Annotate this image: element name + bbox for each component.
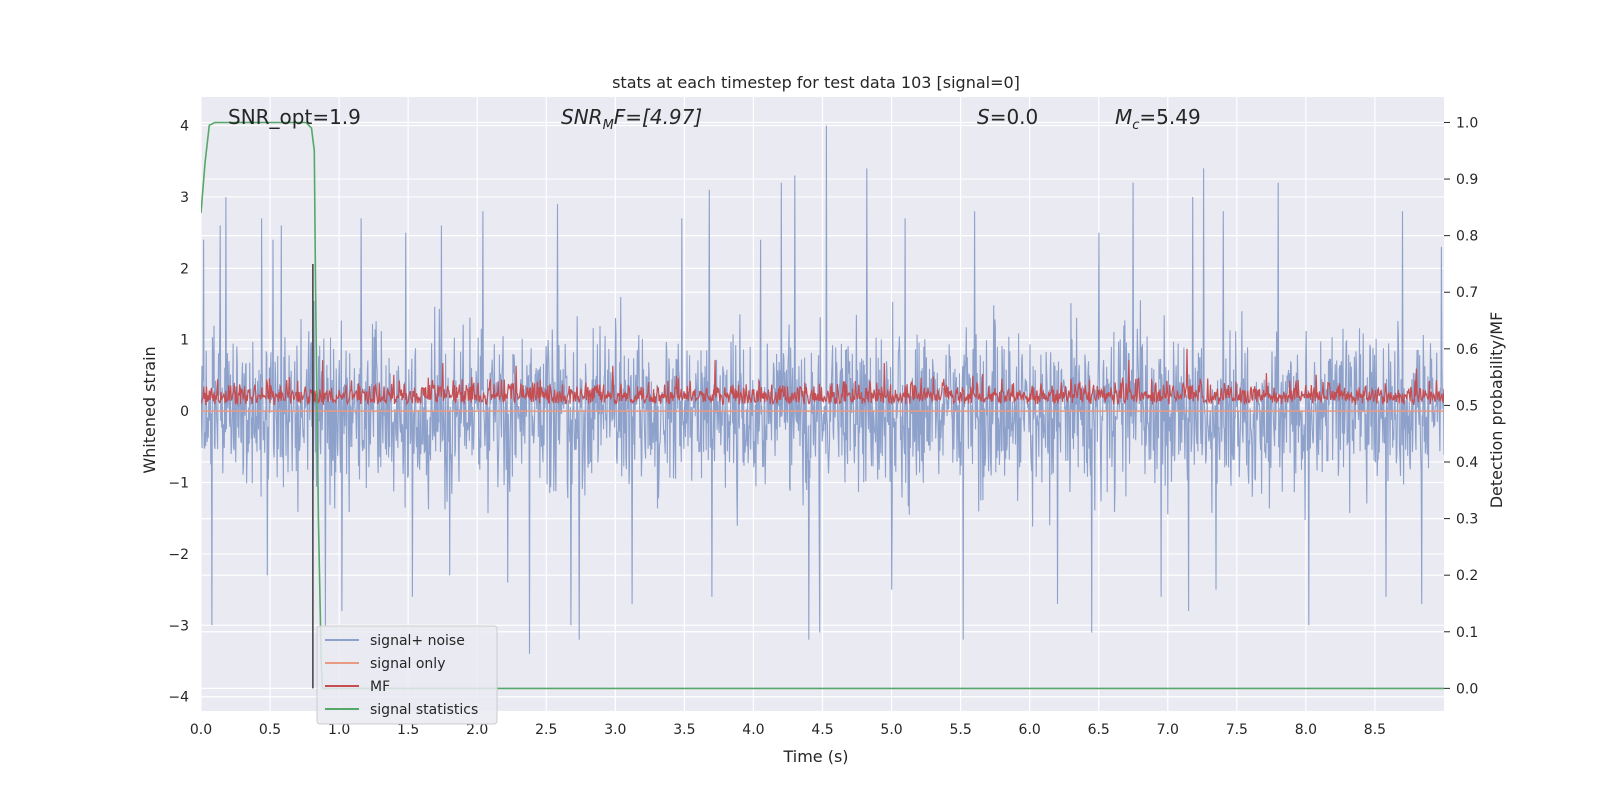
y-tick-label: 3 <box>180 190 189 206</box>
x-tick-label: 7.5 <box>1226 722 1248 738</box>
y-right-tick-label: 0.2 <box>1456 568 1478 584</box>
mc-var: M <box>1115 105 1132 129</box>
x-tick-label: 1.5 <box>397 722 419 738</box>
x-axis-ticks: 0.0 0.5 1.0 1.5 2.0 2.5 3.0 3.5 4.0 4.5 5.0 5.5 6.0 6… <box>190 722 1386 738</box>
snr-mf-sub: M <box>603 118 614 133</box>
x-axis-label: Time (s) <box>782 747 848 766</box>
mc-sub: c <box>1132 118 1139 133</box>
y-right-tick-label: 0.0 <box>1456 681 1478 697</box>
y-tick-label: −2 <box>168 547 189 563</box>
y-tick-label: −1 <box>168 476 189 492</box>
x-tick-label: 3.5 <box>673 722 695 738</box>
y-right-axis-ticks: 1.0 0.9 0.8 0.7 0.6 0.5 0.4 0.3 0.2 0.1 0.0 <box>1444 115 1478 697</box>
snr-mf-rest: F=[4.97] <box>614 105 702 129</box>
x-tick-label: 6.5 <box>1088 722 1110 738</box>
y-axis-label: Whitened strain <box>140 346 159 473</box>
mc-rest: =5.49 <box>1139 105 1200 129</box>
x-tick-label: 6.0 <box>1019 722 1041 738</box>
y-right-axis-label: Detection probability/MF <box>1487 312 1506 509</box>
y-right-tick-label: 0.3 <box>1456 512 1478 528</box>
x-tick-label: 4.0 <box>742 722 764 738</box>
x-tick-label: 0.5 <box>259 722 281 738</box>
y-tick-label: 4 <box>180 119 189 135</box>
x-tick-label: 8.0 <box>1295 722 1317 738</box>
s-annotation: S=0.0 <box>977 105 1038 129</box>
x-tick-label: 0.0 <box>190 722 212 738</box>
y-right-tick-label: 0.7 <box>1456 285 1478 301</box>
legend-label-mf: MF <box>370 679 390 695</box>
chart-title: stats at each timestep for test data 103… <box>612 73 1020 92</box>
x-tick-label: 5.0 <box>880 722 902 738</box>
y-right-tick-label: 1.0 <box>1456 115 1478 131</box>
grid <box>200 97 1444 711</box>
y-tick-label: −3 <box>168 618 189 634</box>
x-tick-label: 1.0 <box>328 722 350 738</box>
s-rest: =0.0 <box>990 105 1039 129</box>
s-var: S <box>977 105 990 129</box>
x-tick-label: 8.5 <box>1364 722 1386 738</box>
y-tick-label: −4 <box>168 690 189 706</box>
y-right-tick-label: 0.9 <box>1456 172 1478 188</box>
legend-label-signal-only: signal only <box>370 656 445 672</box>
y-right-tick-label: 0.5 <box>1456 398 1478 414</box>
series-mf <box>201 348 1444 406</box>
x-tick-label: 2.5 <box>535 722 557 738</box>
x-tick-label: 3.0 <box>604 722 626 738</box>
y-right-tick-label: 0.4 <box>1456 455 1478 471</box>
y-tick-label: 0 <box>180 404 189 420</box>
y-tick-label: 1 <box>180 333 189 349</box>
x-tick-label: 7.0 <box>1157 722 1179 738</box>
x-tick-label: 5.5 <box>949 722 971 738</box>
legend-label-signal-noise: signal+ noise <box>370 633 465 649</box>
y-tick-label: 2 <box>180 261 189 277</box>
y-right-tick-label: 0.8 <box>1456 229 1478 245</box>
legend-frame <box>316 625 498 725</box>
snr-mf-base: SNR <box>561 105 603 129</box>
y-right-tick-label: 0.1 <box>1456 625 1478 641</box>
mc-annotation: Mc=5.49 <box>1115 105 1201 133</box>
legend-label-signal-statistics: signal statistics <box>370 702 478 718</box>
snr-opt-annotation: SNR_opt=1.9 <box>228 105 361 129</box>
x-tick-label: 2.0 <box>466 722 488 738</box>
x-tick-label: 4.5 <box>811 722 833 738</box>
y-axis-ticks: 4 3 2 1 0 −1 −2 −3 −4 <box>168 119 189 706</box>
y-right-tick-label: 0.6 <box>1456 342 1478 358</box>
series-signal-noise <box>201 125 1444 654</box>
snr-mf-annotation: SNRMF=[4.97] <box>561 105 702 133</box>
legend: signal+ noise signal only MF signal stat… <box>316 625 498 725</box>
